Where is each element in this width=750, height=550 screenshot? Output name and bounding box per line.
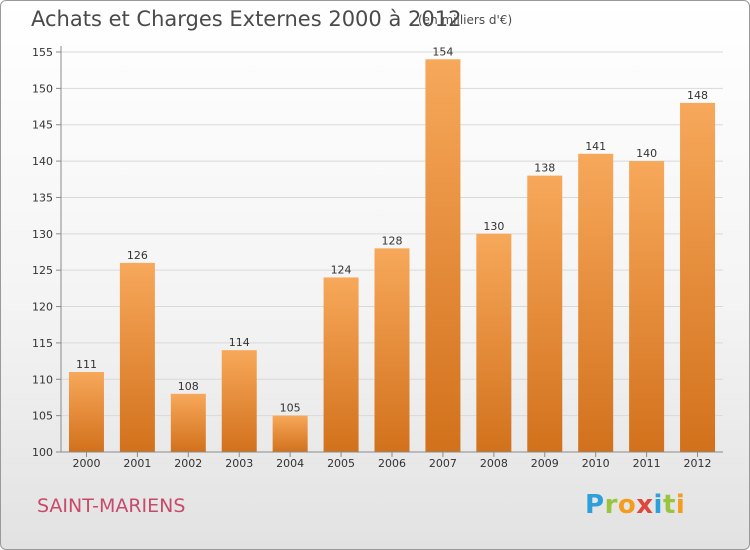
bar — [68, 372, 104, 452]
y-tick-label: 100 — [32, 446, 53, 459]
bar — [476, 233, 512, 452]
x-tick-label: 2011 — [633, 457, 661, 470]
y-tick-label: 105 — [32, 410, 53, 423]
bar — [629, 161, 665, 452]
bar-value-label: 114 — [229, 336, 250, 349]
x-tick-label: 2004 — [276, 457, 304, 470]
logo-letter: i — [653, 490, 663, 520]
y-tick-label: 110 — [32, 373, 53, 386]
y-tick-label: 125 — [32, 264, 53, 277]
bar-value-label: 108 — [178, 380, 199, 393]
chart-title: Achats et Charges Externes 2000 à 2012 — [31, 7, 462, 31]
logo-letter: o — [617, 490, 637, 520]
proxiti-logo: Proxiti — [585, 490, 685, 520]
x-tick-label: 2002 — [174, 457, 202, 470]
x-tick-label: 2005 — [327, 457, 355, 470]
x-tick-label: 2007 — [429, 457, 457, 470]
y-tick-label: 155 — [32, 46, 53, 59]
bar — [119, 262, 155, 452]
x-tick-label: 2003 — [225, 457, 253, 470]
logo-letter: t — [662, 490, 676, 520]
bar — [374, 248, 410, 452]
bar — [680, 102, 716, 452]
x-tick-label: 2000 — [72, 457, 100, 470]
bar-value-label: 154 — [432, 45, 453, 58]
y-tick-label: 150 — [32, 82, 53, 95]
bar — [221, 350, 257, 452]
bar — [527, 175, 563, 453]
bar — [425, 59, 461, 452]
bar-value-label: 138 — [534, 162, 555, 175]
x-tick-label: 2001 — [123, 457, 151, 470]
bar — [170, 393, 206, 452]
bar-value-label: 128 — [382, 234, 403, 247]
bar-value-label: 105 — [280, 402, 301, 415]
x-tick-label: 2010 — [582, 457, 610, 470]
chart-subtitle: (en milliers d'€) — [418, 13, 513, 27]
bar-value-label: 111 — [76, 358, 97, 371]
bar-value-label: 148 — [687, 89, 708, 102]
logo-letter: r — [604, 490, 618, 520]
bar — [272, 415, 308, 452]
y-tick-label: 135 — [32, 191, 53, 204]
bar — [578, 153, 614, 452]
logo-letter: P — [585, 490, 605, 520]
bar-value-label: 126 — [127, 249, 148, 262]
y-tick-label: 145 — [32, 119, 53, 132]
y-tick-label: 120 — [32, 301, 53, 314]
y-tick-label: 130 — [32, 228, 53, 241]
x-tick-label: 2008 — [480, 457, 508, 470]
bar-value-label: 140 — [636, 147, 657, 160]
y-tick-label: 140 — [32, 155, 53, 168]
bar — [323, 277, 359, 452]
bar-value-label: 141 — [585, 140, 606, 153]
commune-name: SAINT-MARIENS — [37, 495, 186, 517]
y-tick-label: 115 — [32, 337, 53, 350]
logo-letter: i — [675, 490, 686, 520]
bar-value-label: 130 — [483, 220, 504, 233]
x-tick-label: 2012 — [684, 457, 712, 470]
x-tick-label: 2006 — [378, 457, 406, 470]
bar-value-label: 124 — [331, 263, 352, 276]
x-tick-label: 2009 — [531, 457, 559, 470]
logo-letter: x — [636, 490, 654, 520]
